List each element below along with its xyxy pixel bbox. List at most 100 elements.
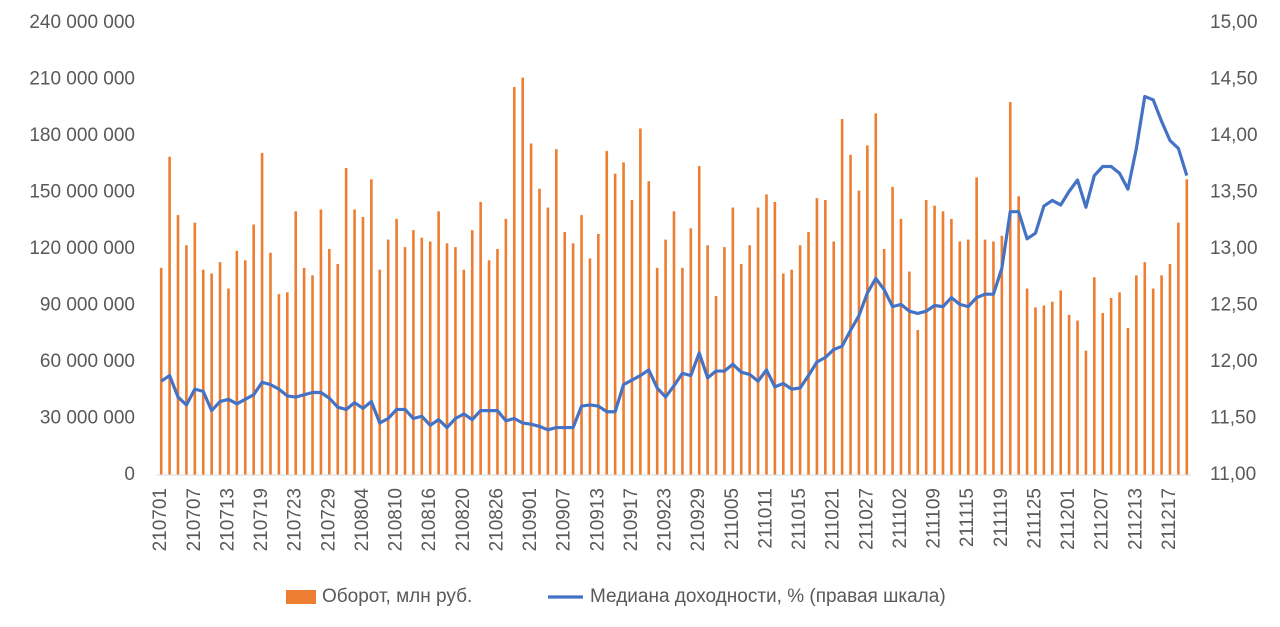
bar	[1017, 196, 1020, 475]
bar	[630, 200, 634, 476]
x-tick-label: 210713	[217, 488, 238, 551]
bar	[1109, 297, 1113, 475]
bar	[1118, 292, 1121, 475]
bar	[218, 262, 222, 475]
bar	[874, 113, 878, 476]
bar	[815, 198, 819, 475]
x-tick-label: 211119	[991, 488, 1012, 547]
x-tick-label: 210917	[621, 488, 642, 551]
bar	[958, 241, 962, 475]
bar	[252, 224, 255, 475]
bar	[445, 243, 449, 475]
bar	[454, 247, 457, 475]
bar	[655, 267, 659, 475]
x-tick-label: 210723	[285, 488, 306, 551]
x-tick-label: 210719	[251, 488, 272, 551]
bar	[159, 267, 163, 475]
bar	[185, 245, 188, 475]
x-tick-label: 210701	[150, 488, 171, 551]
bar	[479, 201, 482, 475]
bar	[168, 156, 171, 475]
bar	[210, 273, 213, 475]
y2-tick-label: 12,00	[1210, 351, 1258, 372]
x-tick-label: 210923	[655, 488, 676, 551]
bar	[1168, 264, 1172, 475]
bar	[664, 239, 667, 475]
bar	[807, 232, 810, 475]
bar	[412, 230, 415, 475]
x-tick-label: 211125	[1024, 488, 1045, 549]
bar	[555, 149, 558, 475]
bar	[176, 215, 180, 475]
legend-label: Медиана доходности, % (правая шкала)	[590, 586, 946, 607]
bar	[496, 249, 499, 475]
legend-swatch	[286, 590, 316, 604]
x-tick-label: 211201	[1058, 488, 1079, 550]
y-tick-label: 0	[124, 464, 135, 485]
x-tick-label: 211217	[1159, 488, 1180, 550]
bar	[235, 250, 239, 475]
x-tick-label: 210907	[554, 488, 575, 551]
x-tick-label: 210816	[419, 488, 440, 551]
bar	[639, 128, 642, 475]
bar	[950, 218, 953, 475]
bar	[286, 292, 289, 475]
bar	[302, 267, 306, 475]
y-tick-label: 180 000 000	[29, 125, 135, 146]
x-tick-label: 210929	[688, 488, 709, 551]
y-tick-label: 60 000 000	[40, 351, 135, 372]
bar	[1008, 102, 1012, 475]
bar	[1177, 222, 1180, 475]
bar	[588, 258, 592, 475]
bar	[882, 249, 886, 475]
bar	[563, 232, 567, 475]
x-tick-label: 210820	[453, 488, 474, 551]
bar	[849, 154, 852, 476]
bar	[689, 228, 693, 475]
bar	[193, 222, 197, 475]
x-tick-label: 211207	[1092, 488, 1113, 550]
bar	[1093, 277, 1096, 475]
bar	[681, 267, 684, 475]
bar	[966, 239, 970, 475]
y-tick-label: 120 000 000	[29, 238, 135, 259]
bar	[580, 215, 583, 475]
bar	[370, 179, 373, 476]
bar	[899, 218, 903, 475]
bar	[1025, 288, 1029, 475]
bar	[512, 87, 516, 476]
x-tick-label: 210810	[386, 488, 407, 551]
bar	[344, 168, 348, 475]
bar	[361, 216, 365, 475]
legend-label: Оборот, млн руб.	[322, 586, 472, 607]
bar	[739, 264, 743, 475]
bar	[470, 230, 474, 475]
bar	[647, 181, 651, 475]
x-tick-label: 210826	[486, 488, 507, 551]
bar	[420, 237, 424, 475]
bar	[824, 200, 827, 476]
bar	[1135, 275, 1138, 475]
bar	[1067, 314, 1071, 475]
bar	[672, 211, 676, 476]
bar	[269, 252, 272, 475]
x-tick-label: 211115	[957, 488, 978, 547]
x-tick-label: 211005	[722, 488, 743, 550]
bar	[605, 151, 609, 476]
bar	[437, 211, 440, 476]
bar	[992, 241, 995, 475]
x-tick-label: 211021	[823, 488, 844, 550]
bar	[748, 245, 751, 475]
x-tick-label: 211027	[856, 488, 877, 550]
bar	[891, 186, 894, 475]
y2-tick-label: 15,00	[1210, 12, 1258, 33]
bar	[622, 162, 625, 475]
y-tick-label: 150 000 000	[29, 182, 135, 203]
x-tick-label: 210901	[520, 488, 541, 551]
bar	[983, 239, 987, 475]
bar	[311, 275, 314, 475]
bar	[1126, 328, 1130, 475]
bar	[319, 209, 323, 475]
bar	[227, 288, 230, 475]
bar	[731, 207, 735, 476]
